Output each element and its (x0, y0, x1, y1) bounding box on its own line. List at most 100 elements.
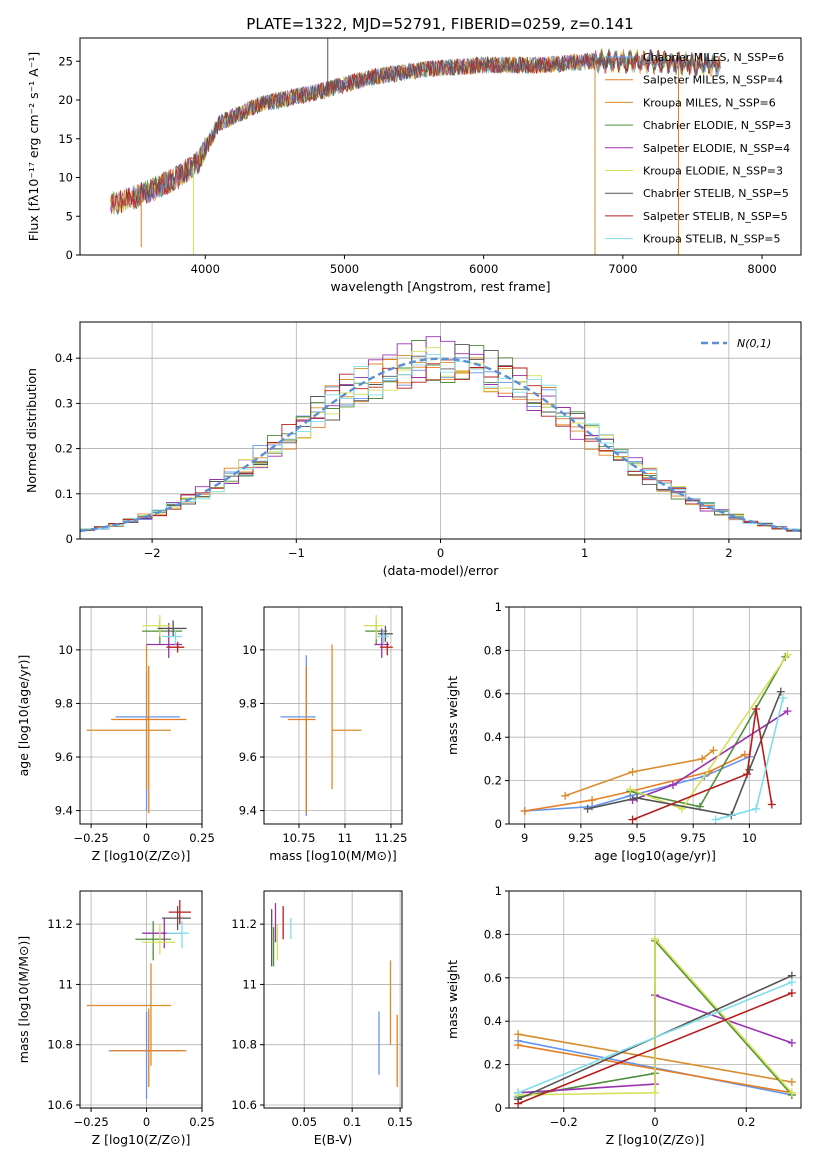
legend-label: Kroupa ELODIE, N_SSP=3 (643, 165, 783, 178)
x-tick-label: −0.25 (73, 1115, 108, 1129)
y-tick-label: 15 (58, 132, 73, 146)
plot-area-residuals (80, 336, 801, 533)
weight-line (587, 691, 782, 817)
legend-label: Chabrier MILES, N_SSP=6 (643, 51, 784, 64)
x-axis-label: E(B-V) (314, 1132, 353, 1147)
y-tick-label: 9.6 (239, 750, 257, 764)
panel-spectrum: 4000 5000 6000 7000 8000 0 5 10 15 20 25 wavelength… (26, 37, 802, 294)
axes-frame (79, 37, 802, 256)
y-tick-label: 11 (58, 977, 73, 991)
weight-marker (514, 1041, 523, 1050)
y-tick-label: 0.4 (55, 351, 73, 365)
x-tick-label: 11 (338, 831, 353, 845)
y-tick-label: 0.2 (484, 1058, 502, 1072)
x-axis-label: Z [log10(Z/Z⊙)] (92, 848, 191, 863)
y-axis-label: Flux [fλ10⁻¹⁷ erg cm⁻² s⁻¹ A⁻¹] (26, 52, 41, 241)
x-axis-label: mass [log10(M/M⊙)] (269, 848, 397, 863)
weight-marker (787, 1088, 796, 1097)
panel-residuals: −2 −1 0 1 2 0 0.1 0.2 0.3 0.4 (data-model)/error No… (24, 321, 802, 578)
x-tick-label: 0.25 (189, 1115, 215, 1129)
x-tick-label: 11.25 (374, 831, 407, 845)
panel-age_vs_weight: 9 9.25 9.5 9.75 10 0 0.2 0.4 0.6 0.8 1 age [log10(a… (445, 600, 802, 863)
y-tick-label: 0 (495, 817, 502, 831)
weight-marker (787, 978, 796, 987)
y-tick-label: 0 (495, 1101, 502, 1115)
x-axis-label: Z [log10(Z/Z⊙)] (606, 1132, 705, 1147)
y-axis-label: mass weight (445, 960, 460, 1039)
x-tick-label: 2 (725, 546, 732, 560)
weight-marker (787, 1038, 796, 1047)
legend-label: Chabrier STELIB, N_SSP=5 (643, 187, 789, 200)
x-tick-label: 0.15 (387, 1115, 413, 1129)
weight-marker (698, 754, 707, 763)
weight-marker (514, 1088, 523, 1097)
y-tick-label: 0.4 (484, 730, 502, 744)
y-tick-label: 10 (58, 171, 73, 185)
x-tick-label: 7000 (608, 262, 637, 276)
x-tick-label: 0 (143, 831, 150, 845)
x-tick-label: 9.75 (680, 831, 706, 845)
spectrum-line (110, 49, 721, 214)
x-tick-label: 0 (143, 1115, 150, 1129)
x-tick-label: 0.05 (291, 1115, 317, 1129)
x-tick-label: −2 (144, 546, 161, 560)
axes-frame (508, 890, 802, 1109)
x-tick-label: 8000 (747, 262, 776, 276)
y-tick-label: 9.6 (55, 750, 73, 764)
axes-frame (508, 606, 802, 825)
weight-marker (743, 770, 752, 779)
legend-label: Salpeter STELIB, N_SSP=5 (643, 210, 788, 223)
axes-frame (79, 321, 802, 540)
y-tick-label: 25 (58, 54, 73, 68)
y-tick-label: 10.8 (47, 1038, 73, 1052)
legend-label: Salpeter ELODIE, N_SSP=4 (643, 142, 790, 155)
panel-mass_vs_age: 10.75 11 11.25 9.4 9.6 9.8 10 mass [log10(M/M⊙)… (239, 606, 407, 863)
y-tick-label: 11.2 (231, 917, 257, 931)
x-tick-label: 9 (521, 831, 528, 845)
axes-frame (263, 890, 403, 1109)
plot-area-age_vs_weight (520, 650, 792, 824)
weight-line (517, 981, 793, 1094)
weight-marker (668, 780, 677, 789)
y-tick-label: 1 (495, 884, 502, 898)
plot-area-mass_vs_age (280, 615, 393, 816)
panel-Z_vs_age: −0.25 0 0.25 9.4 9.6 9.8 10 Z [log10(Z/Z⊙)] age … (16, 606, 215, 863)
x-tick-label: 10.75 (282, 831, 315, 845)
legend-label: N(0,1) (737, 337, 771, 350)
weight-marker (776, 687, 785, 696)
weight-marker (588, 796, 597, 805)
x-tick-label: 0.25 (189, 831, 215, 845)
y-axis-label: Normed distribution (24, 368, 39, 493)
plot-area-spectrum (110, 38, 721, 255)
weight-marker (628, 767, 637, 776)
x-tick-label: 0 (437, 546, 444, 560)
weight-marker (514, 1030, 523, 1039)
y-tick-label: 0.2 (484, 774, 502, 788)
x-tick-label: −0.25 (73, 831, 108, 845)
y-tick-label: 0.6 (484, 971, 502, 985)
weight-marker (651, 1088, 659, 1097)
weight-marker (626, 785, 635, 794)
histogram-step (80, 336, 801, 531)
plot-area-Z_vs_age (86, 615, 187, 814)
weight-marker (561, 791, 570, 800)
x-axis-label: (data-model)/error (383, 563, 500, 578)
panel-Z_vs_mass: −0.25 0 0.25 10.6 10.8 11 11.2 Z [log10(Z/Z⊙)] m… (16, 890, 215, 1147)
x-tick-label: −1 (288, 546, 305, 560)
y-tick-label: 0.1 (55, 487, 73, 501)
y-tick-label: 10 (58, 643, 73, 657)
x-axis-label: wavelength [Angstrom, rest frame] (330, 279, 550, 294)
weight-marker (711, 815, 720, 824)
legend-label: Kroupa MILES, N_SSP=6 (643, 96, 776, 109)
weight-marker (745, 765, 754, 774)
axes-frame (79, 606, 203, 825)
weight-line (517, 992, 793, 1105)
y-tick-label: 0.3 (55, 396, 73, 410)
y-tick-label: 0 (66, 248, 73, 262)
x-axis-label: age [log10(age/yr)] (594, 848, 716, 863)
y-tick-label: 0.2 (55, 442, 73, 456)
weight-marker (783, 650, 792, 659)
weight-marker (787, 1077, 796, 1086)
spectrum-line (135, 49, 721, 209)
legend-label: Chabrier ELODIE, N_SSP=3 (643, 119, 791, 132)
